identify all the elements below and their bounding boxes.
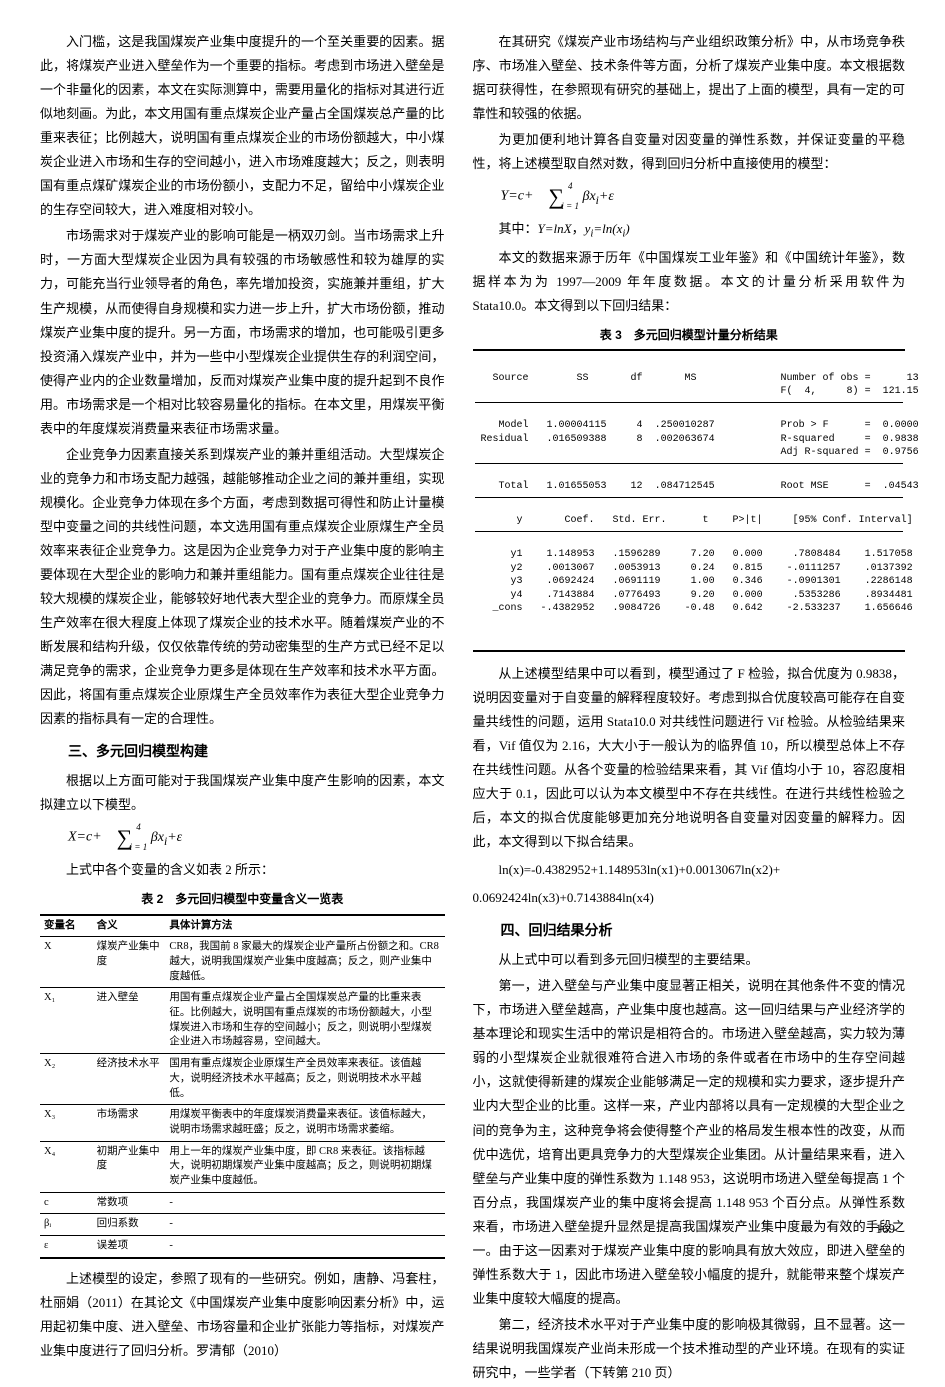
table-row: βᵢ回归系数-: [40, 1214, 445, 1236]
section-heading-4: 四、回归结果分析: [473, 918, 906, 944]
th-varname: 变量名: [40, 915, 93, 937]
table-row: c常数项-: [40, 1192, 445, 1214]
para: 从上述模型结果中可以看到，模型通过了 F 检验，拟合优度为 0.9838，说明因…: [473, 662, 906, 854]
para: 本文的数据来源于历年《中国煤炭工业年鉴》和《中国统计年鉴》，数据样本为为 199…: [473, 246, 906, 318]
page-content: 入门槛，这是我国煤炭产业集中度提升的一个至关重要的因素。据此，将煤炭产业进入壁垒…: [40, 30, 905, 1387]
table-row: X煤炭产业集中度CR8，我国前 8 家最大的煤炭企业产量所占份额之和。CR8 越…: [40, 937, 445, 988]
para: 为更加便利地计算各自变量对因变量的弹性系数，并保证变量的平稳性，将上述模型取自然…: [473, 128, 906, 176]
fitted-equation-line1: ln(x)=-0.4382952+1.148953ln(x1)+0.001306…: [473, 858, 906, 882]
para: 市场需求对于煤炭产业的影响可能是一柄双刃剑。当市场需求上升时，一方面大型煤炭企业…: [40, 224, 445, 440]
stata-anova-body: Model 1.00004115 4 .250010287 Prob > F =…: [475, 416, 904, 464]
para: 根据以上方面可能对于我国煤炭产业集中度产生影响的因素，本文拟建立以下模型。: [40, 769, 445, 817]
page-number: 169: [876, 1217, 896, 1241]
left-column: 入门槛，这是我国煤炭产业集中度提升的一个至关重要的因素。据此，将煤炭产业进入壁垒…: [40, 30, 445, 1387]
para: 第一，进入壁垒与产业集中度显著正相关，说明在其他条件不变的情况下，市场进入壁垒越…: [473, 974, 906, 1311]
stata-coef-header: y Coef. Std. Err. t P>|t| [95% Conf. Int…: [475, 511, 904, 532]
para: 入门槛，这是我国煤炭产业集中度提升的一个至关重要的因素。据此，将煤炭产业进入壁垒…: [40, 30, 445, 222]
para: 在其研究《煤炭产业市场结构与产业组织政策分析》中，从市场竞争秩序、市场准入壁垒、…: [473, 30, 906, 126]
right-column: 在其研究《煤炭产业市场结构与产业组织政策分析》中，从市场竞争秩序、市场准入壁垒、…: [473, 30, 906, 1387]
equation-1-note: 上式中各个变量的含义如表 2 所示：: [40, 858, 445, 882]
section-heading-3: 三、多元回归模型构建: [40, 739, 445, 765]
para: 上述模型的设定，参照了现有的一些研究。例如，唐静、冯套柱，杜丽娟（2011）在其…: [40, 1267, 445, 1363]
equation-2: Y=c+4∑i = 1 βxi+ε: [473, 182, 906, 211]
th-calc: 具体计算方法: [165, 915, 444, 937]
table-3: Source SS df MS Number of obs = 13 F( 4,…: [473, 349, 906, 652]
table-3-caption: 表 3 多元回归模型计量分析结果: [473, 324, 906, 346]
table-row: X₁进入壁垒用国有重点煤炭企业产量占全国煤炭总产量的比重来表征。比例越大，说明国…: [40, 988, 445, 1054]
table-header-row: 变量名 含义 具体计算方法: [40, 915, 445, 937]
table-row: X₄初期产业集中度用上一年的煤炭产业集中度，即 CR8 来表征。该指标越大，说明…: [40, 1141, 445, 1192]
equation-1: X=c+4∑i = 1 βxi+ε: [40, 823, 445, 852]
para: 第二，经济技术水平对于产业集中度的影响极其微弱，且不显著。这一结果说明我国煤炭产…: [473, 1313, 906, 1385]
stata-anova-total: Total 1.01655053 12 .084712545 Root MSE …: [475, 477, 904, 498]
para: 企业竞争力因素直接关系到煤炭产业的兼并重组活动。大型煤炭企业的竞争力和市场支配力…: [40, 443, 445, 732]
table-row: X₃市场需求用煤炭平衡表中的年度煤炭消费量来表征。该值标越大，说明市场需求越旺盛…: [40, 1105, 445, 1141]
table-2-caption: 表 2 多元回归模型中变量含义一览表: [40, 888, 445, 910]
fitted-equation-line2: 0.0692424ln(x3)+0.7143884ln(x4): [473, 886, 906, 910]
stata-coef-body: y1 1.148953 .1596289 7.20 0.000 .7808484…: [475, 545, 904, 619]
equation-2-note: 其中：Y=lnX，yi=ln(xi): [473, 217, 906, 244]
para: 从上式中可以看到多元回归模型的主要结果。: [473, 948, 906, 972]
table-row: X₂经济技术水平国用有重点煤炭企业原煤生产全员效率来表征。该值越大，说明经济技术…: [40, 1054, 445, 1105]
stata-anova-header: Source SS df MS Number of obs = 13 F( 4,…: [475, 369, 904, 403]
th-meaning: 含义: [93, 915, 166, 937]
table-row: ε误差项-: [40, 1236, 445, 1258]
table-2: 变量名 含义 具体计算方法 X煤炭产业集中度CR8，我国前 8 家最大的煤炭企业…: [40, 914, 445, 1259]
